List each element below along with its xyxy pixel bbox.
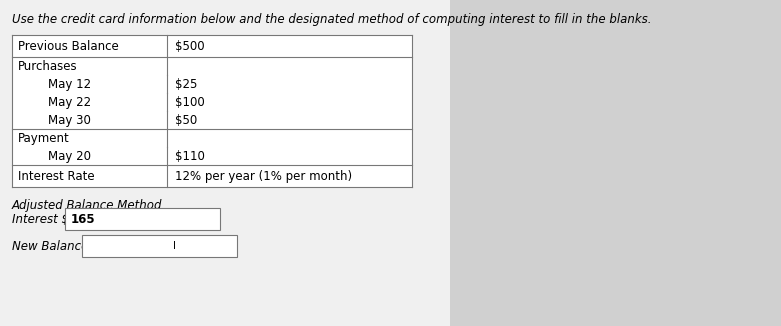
- Bar: [82, 235, 237, 257]
- Text: New Balance $: New Balance $: [12, 240, 100, 253]
- Text: $500: $500: [175, 39, 205, 52]
- Text: May 30: May 30: [48, 113, 91, 126]
- Text: 12% per year (1% per month): 12% per year (1% per month): [175, 170, 352, 183]
- Text: 165: 165: [71, 213, 95, 226]
- Text: May 20: May 20: [48, 150, 91, 162]
- Bar: [0, 0, 450, 326]
- Text: Adjusted Balance Method: Adjusted Balance Method: [12, 199, 162, 212]
- Text: I: I: [173, 241, 177, 251]
- Text: Interest $: Interest $: [12, 213, 69, 226]
- Text: $50: $50: [175, 113, 198, 126]
- Text: Previous Balance: Previous Balance: [18, 39, 119, 52]
- Text: May 12: May 12: [48, 78, 91, 91]
- Text: Payment: Payment: [18, 131, 70, 144]
- Bar: [12, 35, 412, 187]
- Text: Interest Rate: Interest Rate: [18, 170, 95, 183]
- Text: May 22: May 22: [48, 96, 91, 109]
- Text: $100: $100: [175, 96, 205, 109]
- Bar: [65, 208, 220, 230]
- Text: Purchases: Purchases: [18, 60, 77, 72]
- Text: $110: $110: [175, 150, 205, 162]
- Text: $25: $25: [175, 78, 198, 91]
- Text: Use the credit card information below and the designated method of computing int: Use the credit card information below an…: [12, 13, 651, 26]
